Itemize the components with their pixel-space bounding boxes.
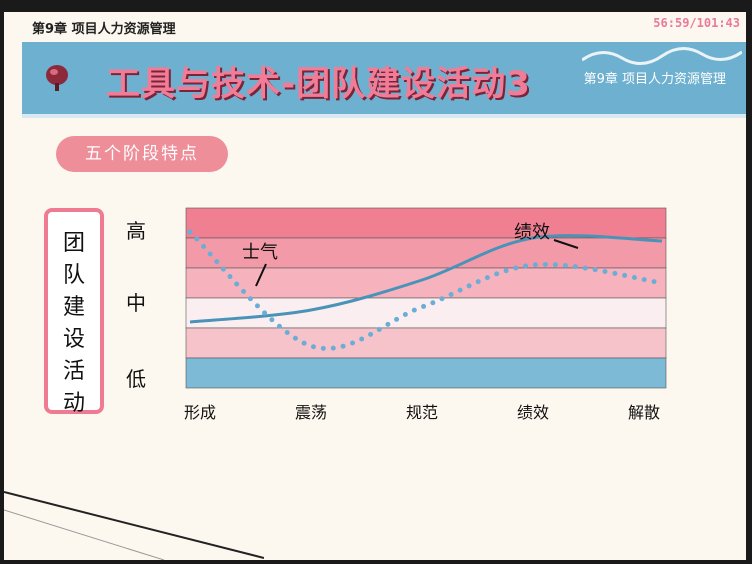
title-banner: 工具与技术-团队建设活动3 第9章 项目人力资源管理 (22, 42, 746, 118)
y-level-label: 高 (126, 219, 146, 243)
header-chapter: 第9章 项目人力资源管理 (32, 22, 176, 37)
series-label: 绩效 (514, 222, 550, 243)
y-level-label: 中 (126, 291, 146, 315)
playback-timer: 56:59/101:43 (653, 16, 740, 30)
x-category-label: 解散 (628, 403, 660, 422)
y-level-label: 低 (126, 367, 146, 391)
side-label-char: 活 (62, 359, 85, 384)
banner-title: 工具与技术-团队建设活动3 (106, 64, 531, 104)
decorative-lines (4, 491, 264, 560)
x-category-label: 形成 (184, 403, 216, 422)
x-category-label: 绩效 (517, 403, 549, 422)
side-label-char: 团 (62, 231, 85, 256)
section-pill: 五个阶段特点 (56, 136, 228, 172)
side-label-char: 动 (62, 391, 85, 416)
x-category-label: 规范 (406, 403, 438, 422)
banner-chapter: 第9章 项目人力资源管理 (583, 72, 726, 87)
chart-band (185, 357, 667, 389)
side-label-char: 设 (62, 327, 85, 352)
chart-band (185, 267, 667, 299)
side-label-char: 建 (62, 295, 85, 320)
label-arrow (255, 263, 267, 287)
series-line-performance (189, 234, 663, 324)
series-label: 士气 (242, 242, 278, 263)
chart-band (185, 207, 667, 239)
side-label: 团队建设活动 (48, 212, 100, 420)
wave-decoration-icon (582, 47, 742, 65)
chart-band (185, 327, 667, 359)
chart-band (185, 237, 667, 269)
side-label-char: 队 (62, 263, 85, 288)
side-label-box: 团队建设活动 (44, 208, 104, 416)
series-line-morale (187, 229, 665, 351)
pushpin-icon (46, 65, 68, 91)
label-arrow (553, 239, 579, 249)
chart-band (185, 297, 667, 329)
x-category-label: 震荡 (295, 403, 327, 422)
slide: 第9章 项目人力资源管理 56:59/101:43 工具与技术-团队建设活动3 … (4, 12, 746, 560)
